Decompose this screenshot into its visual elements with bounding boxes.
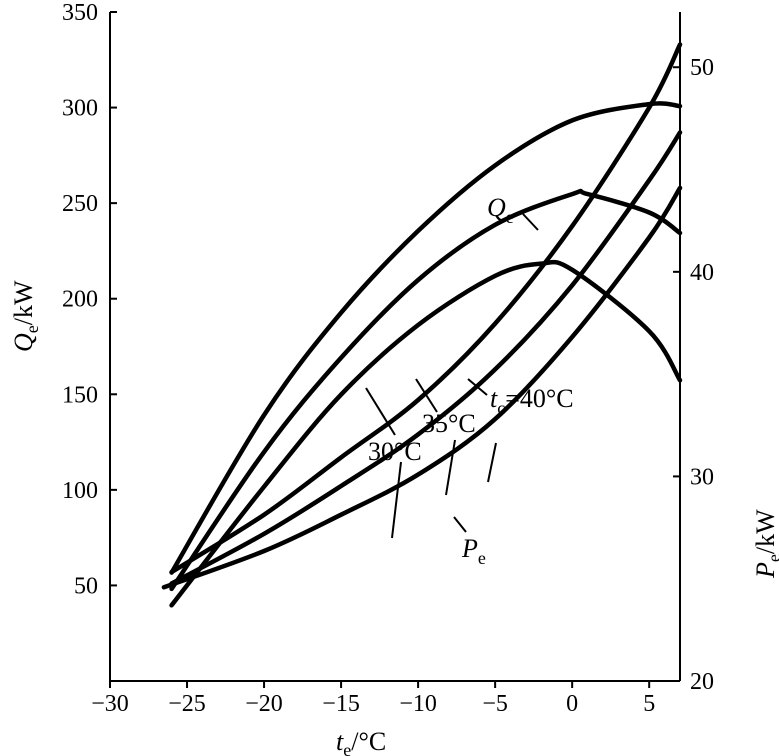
y-left-tick-label: 200 — [62, 287, 98, 313]
x-tick-label: −25 — [168, 691, 206, 717]
tc-40-label: tc=40°C — [490, 384, 574, 418]
x-tick-label: 0 — [566, 691, 578, 717]
y-left-axis-label-unit: /kW — [9, 280, 38, 325]
x-tick-label: 5 — [643, 691, 655, 717]
p-curve-label-sub: e — [478, 548, 486, 568]
x-axis-label: te/°C — [336, 727, 386, 756]
y-right-axis-label-sub: e — [764, 554, 779, 562]
series-line-p-35 — [169, 188, 683, 592]
x-axis-label-symbol: t — [336, 727, 344, 756]
tick-group: −30 −25 −20 −15 −10 −5 0 5 50 100 150 200 250 300 350 2… — [62, 0, 714, 717]
y-left-tick-label: 250 — [62, 191, 98, 217]
leader-line-tc30-q — [365, 387, 396, 436]
y-left-axis-label: Qe/kW — [9, 280, 42, 352]
tc-40-label-sub: c — [497, 398, 505, 418]
series-line-p-40 — [169, 101, 683, 575]
x-tick-label: −30 — [91, 691, 129, 717]
p-curve-label: Pe — [461, 534, 486, 568]
tc-35-label: 35°C — [422, 409, 476, 438]
tc-40-label-symbol: t — [490, 384, 498, 413]
y-right-tick-label: 40 — [690, 260, 714, 286]
leader-line-tc35-p — [445, 439, 456, 496]
y-right-tick-label: 50 — [690, 55, 714, 81]
q-curve-label-sub: e — [506, 207, 514, 227]
leader-line-group — [365, 213, 539, 539]
series-line-p-30 — [169, 259, 683, 608]
leader-line-tc40-q — [467, 378, 488, 396]
x-tick-label: −20 — [245, 691, 283, 717]
leader-line-p — [453, 516, 467, 533]
x-axis-label-sub: e — [343, 740, 351, 756]
y-right-tick-label: 30 — [690, 464, 714, 490]
q-curve-label-symbol: Q — [487, 193, 506, 222]
leader-line-q — [522, 213, 539, 231]
series-line-q-40 — [161, 185, 683, 590]
y-right-axis-label-symbol: P — [751, 562, 779, 579]
y-right-tick-label: 20 — [690, 669, 714, 695]
x-axis-label-unit: /°C — [351, 727, 386, 756]
curve-group — [161, 42, 683, 608]
y-left-axis-label-symbol: Q — [9, 333, 38, 352]
leader-line-tc40-p — [487, 442, 497, 483]
y-left-tick-label: 50 — [74, 573, 98, 599]
q-curve-label: Qe — [487, 193, 514, 227]
p-curve-label-symbol: P — [461, 534, 478, 563]
tc-30-label: 30°C — [368, 437, 422, 466]
x-tick-label: −15 — [322, 691, 360, 717]
y-left-tick-label: 100 — [62, 478, 98, 504]
y-left-axis-label-sub: e — [22, 325, 42, 333]
y-right-axis-label-unit: /kW — [751, 509, 779, 554]
x-tick-label: −10 — [399, 691, 437, 717]
y-left-tick-label: 300 — [62, 96, 98, 122]
series-line-q-30 — [169, 42, 683, 575]
leader-line-tc35-q — [415, 378, 438, 413]
leader-line-tc30-p — [391, 461, 402, 539]
tc-40-label-text: =40°C — [505, 384, 573, 413]
y-left-tick-label: 150 — [62, 382, 98, 408]
y-right-axis-label: Pe/kW — [751, 509, 779, 579]
x-tick-label: −5 — [482, 691, 508, 717]
y-left-tick-label: 350 — [62, 0, 98, 26]
